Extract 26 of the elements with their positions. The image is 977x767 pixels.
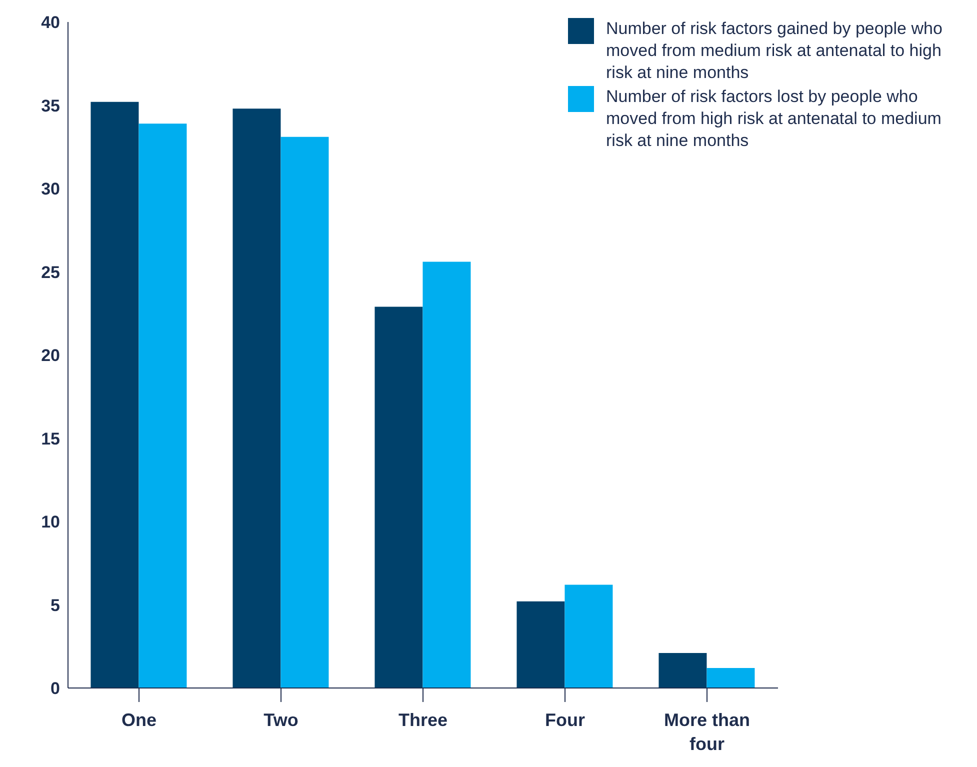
- bar: [280, 136, 329, 688]
- y-tick-label: 5: [50, 596, 60, 615]
- x-tick-label: One: [121, 710, 157, 730]
- y-tick-label: 25: [41, 262, 60, 282]
- y-tick-label: 10: [41, 512, 60, 532]
- x-tick-label: More than four: [664, 710, 750, 754]
- bar: [422, 262, 471, 688]
- bar: [706, 668, 755, 688]
- y-tick-label: 30: [41, 180, 60, 199]
- bar: [90, 102, 139, 688]
- bar: [658, 653, 707, 688]
- bar: [138, 124, 187, 688]
- bar: [374, 306, 423, 688]
- y-tick-label: 15: [41, 429, 60, 448]
- bar: [516, 601, 565, 688]
- y-tick-label: 0: [50, 679, 60, 698]
- x-tick-label: Three: [398, 710, 448, 730]
- bar: [232, 108, 281, 688]
- x-tick-label: Four: [545, 710, 585, 730]
- y-tick-label: 35: [41, 96, 60, 116]
- y-tick-label: 40: [41, 13, 60, 32]
- x-tick-label: Two: [264, 710, 298, 730]
- y-tick-label: 20: [41, 346, 60, 366]
- bar: [564, 584, 613, 688]
- legend-label: Number of risk factors lost by people who moved from high risk at antenatal to medium risk at nine months: [606, 86, 942, 152]
- legend-label: Number of risk factors gained by people who moved from medium risk at antenatal to high risk at nine months: [606, 18, 944, 84]
